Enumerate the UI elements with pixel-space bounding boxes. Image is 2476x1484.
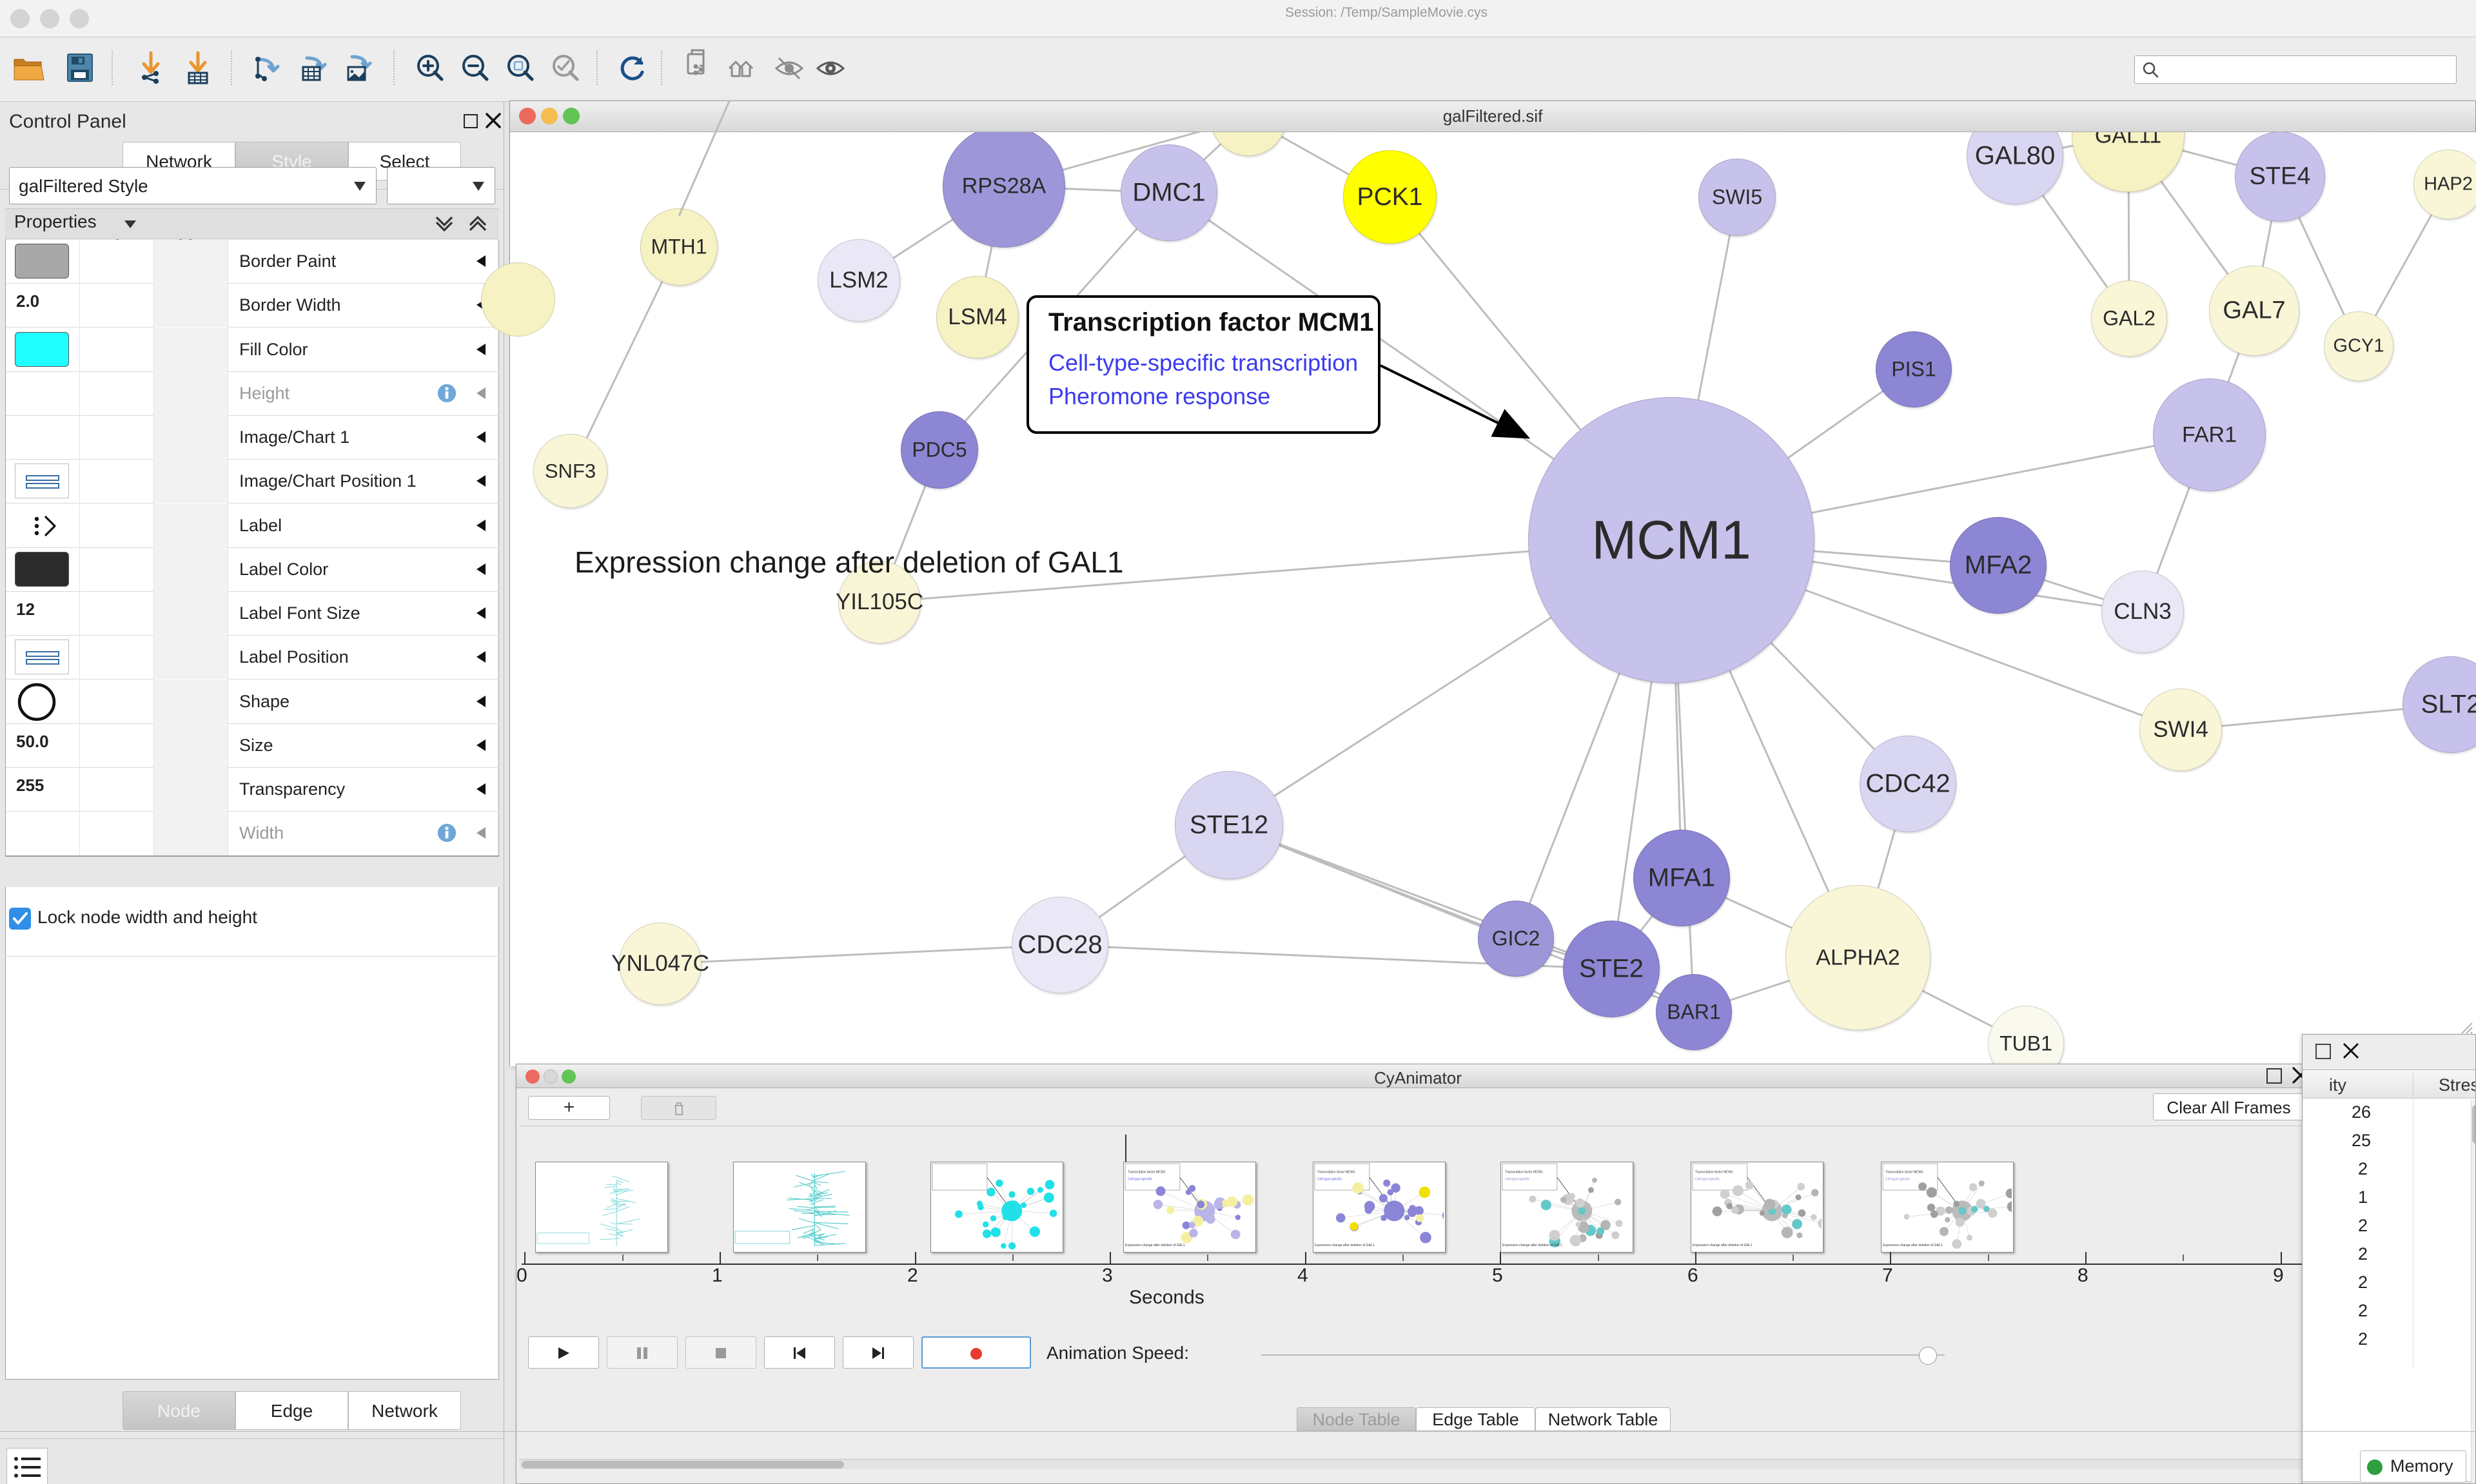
- svg-text:Cell-type-specific: Cell-type-specific: [1317, 1177, 1342, 1181]
- svg-text:Expression change after deleti: Expression change after deletion of GAL1: [1502, 1244, 1562, 1247]
- svg-text:Expression change after deleti: Expression change after deletion of GAL1: [1315, 1244, 1375, 1247]
- svg-text:Transcription factor MCM1: Transcription factor MCM1: [1128, 1170, 1166, 1174]
- svg-text:Expression change after deleti: Expression change after deletion of GAL1: [1125, 1244, 1185, 1247]
- svg-text:Cell-type-specific: Cell-type-specific: [1505, 1177, 1530, 1181]
- svg-text:Cell-type-specific: Cell-type-specific: [1128, 1177, 1153, 1181]
- svg-text:Cell-type-specific: Cell-type-specific: [1885, 1177, 1911, 1181]
- svg-text:Transcription factor MCM1: Transcription factor MCM1: [1505, 1170, 1543, 1174]
- svg-text:Cell-type-specific: Cell-type-specific: [1695, 1177, 1720, 1181]
- svg-text:Transcription factor MCM1: Transcription factor MCM1: [1317, 1170, 1355, 1174]
- svg-text:Expression change after deleti: Expression change after deletion of GAL1: [1883, 1244, 1943, 1247]
- svg-text:Expression change after deleti: Expression change after deletion of GAL1: [1693, 1244, 1753, 1247]
- svg-text:Transcription factor MCM1: Transcription factor MCM1: [1695, 1170, 1733, 1174]
- svg-text:Transcription factor MCM1: Transcription factor MCM1: [1885, 1170, 1923, 1174]
